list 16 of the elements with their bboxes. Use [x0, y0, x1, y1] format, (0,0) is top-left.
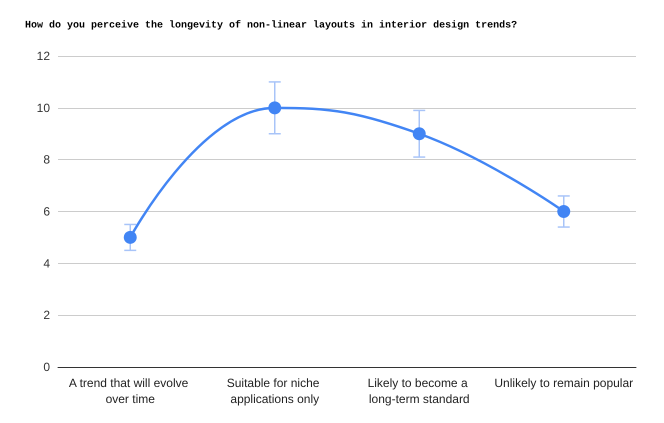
y-tick-label: 8	[43, 152, 50, 167]
x-tick-label: A trend that will evolve over time	[68, 376, 192, 406]
y-tick-label: 12	[36, 49, 50, 63]
y-tick-label: 4	[43, 256, 50, 270]
point	[268, 101, 282, 114]
y-tick-label: 0	[43, 360, 50, 374]
y-tick-label: 6	[43, 204, 50, 218]
y-tick-label: 2	[43, 308, 50, 322]
chart-title: How do you perceive the longevity of non-linear layouts in interior design trends?	[25, 20, 518, 32]
point	[412, 127, 426, 140]
x-tick-label: Suitable for niche applications only	[226, 376, 323, 406]
x-tick-label: Unlikely to remain popular	[494, 376, 634, 390]
y-tick-label: 10	[36, 100, 50, 115]
point	[557, 205, 570, 218]
point	[124, 230, 137, 244]
x-tick-label: Likely to become a long-term standard	[368, 376, 471, 406]
